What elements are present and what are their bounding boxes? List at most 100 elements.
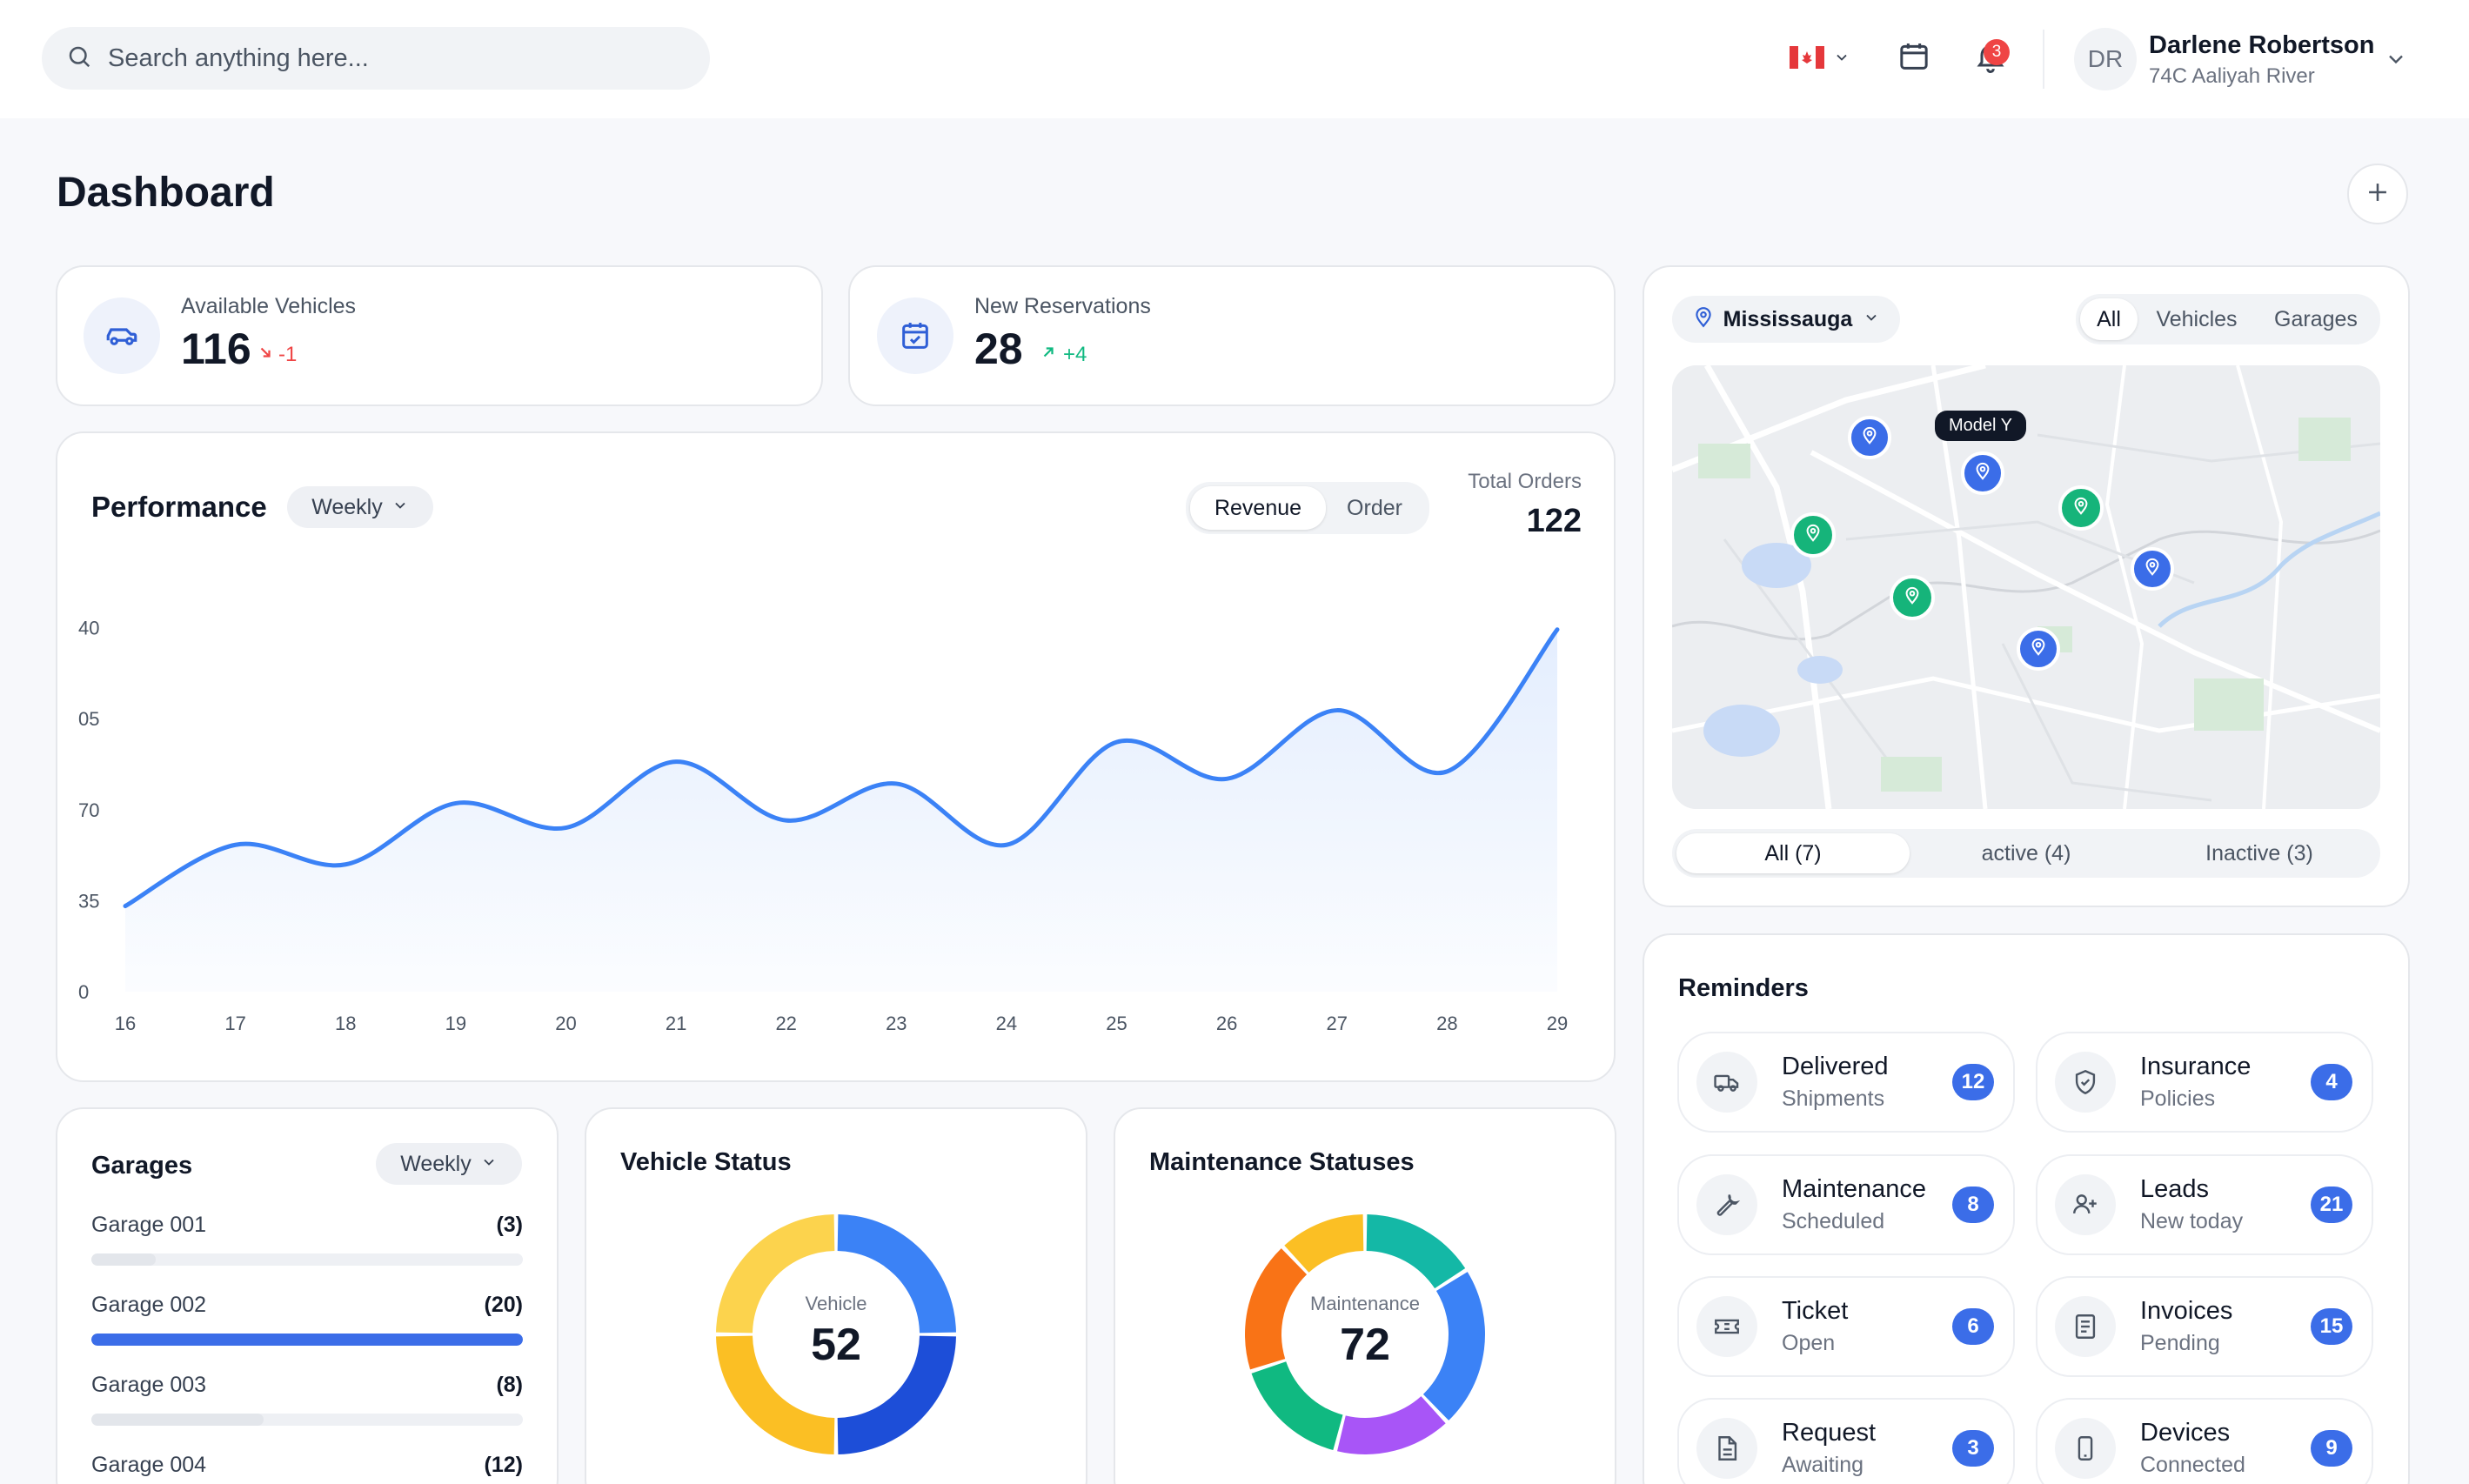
- search-input[interactable]: [108, 43, 682, 73]
- user-name: Darlene Robertson: [2149, 31, 2375, 59]
- garage-name: Garage 003: [91, 1373, 207, 1397]
- y-tick-label: 40: [78, 618, 99, 639]
- stat-value: 116: [181, 324, 251, 373]
- reminder-count: 8: [1952, 1187, 1994, 1223]
- arrow-up-right-icon: [1040, 344, 1056, 364]
- map-marker-garage[interactable]: [1890, 575, 1935, 620]
- map-marker-garage[interactable]: [2058, 485, 2104, 531]
- reminder-item-insurance[interactable]: Insurance Policies 4: [2036, 1032, 2373, 1133]
- x-tick-label: 20: [555, 1013, 576, 1034]
- user-plus-icon: [2055, 1174, 2116, 1235]
- reminders-title: Reminders: [1678, 974, 1809, 1002]
- garage-row: Garage 004 (12): [91, 1453, 523, 1484]
- tab-active-status[interactable]: active (4): [1981, 840, 2071, 866]
- reminder-item-devices[interactable]: Devices Connected 9: [2036, 1398, 2373, 1484]
- performance-chart: 0 35 70 05 40 16 17 18 19 20 21 22 23 24 25 26 27 28 29: [78, 618, 1568, 1035]
- reminder-subtitle: Awaiting: [1782, 1453, 1864, 1477]
- chevron-down-icon[interactable]: [2384, 47, 2408, 76]
- language-selector[interactable]: [1785, 42, 1855, 77]
- map-marker-vehicle[interactable]: [1848, 416, 1891, 459]
- donut-segment: [1284, 1214, 1364, 1273]
- reminder-title: Invoices: [2140, 1297, 2233, 1325]
- reminder-count: 9: [2311, 1430, 2352, 1467]
- donut-segment: [1337, 1396, 1446, 1454]
- map-pin-icon: [1860, 426, 1879, 450]
- stat-label: Available Vehicles: [181, 294, 357, 318]
- x-tick-label: 26: [1216, 1013, 1237, 1034]
- search-bar[interactable]: [42, 27, 710, 90]
- reminder-title: Ticket: [1782, 1297, 1849, 1325]
- reminder-item-maintenance[interactable]: Maintenance Scheduled 8: [1677, 1154, 2015, 1255]
- garage-name: Garage 001: [91, 1213, 207, 1237]
- donut-center-label: Maintenance: [1310, 1293, 1420, 1314]
- vehicle-status-title: Vehicle Status: [620, 1148, 792, 1176]
- x-tick-label: 16: [115, 1013, 136, 1034]
- vehicle-status-card: [585, 1107, 1087, 1484]
- stat-value: 28: [974, 324, 1023, 373]
- garage-bar: [91, 1334, 523, 1346]
- y-tick-label: 70: [78, 799, 99, 821]
- location-label: Mississauga: [1723, 306, 1853, 331]
- total-orders-value: 122: [1526, 503, 1582, 539]
- donut-segment: [837, 1335, 956, 1454]
- tab-all-status[interactable]: All (7): [1676, 833, 1910, 873]
- stat-delta: +4: [1063, 343, 1087, 366]
- chevron-down-icon: [391, 497, 409, 518]
- garage-bar-fill: [91, 1414, 264, 1426]
- search-icon: [66, 43, 92, 74]
- garage-count: (3): [496, 1213, 523, 1237]
- map-marker-garage[interactable]: [1790, 512, 1836, 558]
- tab-vehicles[interactable]: Vehicles: [2156, 306, 2238, 331]
- map-view[interactable]: [1672, 365, 2380, 809]
- arrow-down-right-icon: [258, 344, 273, 364]
- reminder-item-request[interactable]: Request Awaiting 3: [1677, 1398, 2015, 1484]
- map-pin-icon: [2029, 638, 2048, 661]
- donut-segment: [1366, 1214, 1466, 1289]
- reminder-item-invoices[interactable]: Invoices Pending 15: [2036, 1276, 2373, 1377]
- garage-bar: [91, 1253, 523, 1266]
- add-button[interactable]: [2347, 164, 2408, 224]
- location-dropdown[interactable]: Mississauga: [1672, 296, 1900, 343]
- garages-period-dropdown[interactable]: Weekly: [376, 1143, 522, 1185]
- maintenance-status-donut: [1245, 1214, 1485, 1454]
- tab-revenue[interactable]: Revenue: [1190, 486, 1326, 530]
- map-filter-tabs: All Vehicles Garages: [2076, 294, 2380, 344]
- map-pin-icon: [1903, 586, 1922, 610]
- performance-period-dropdown[interactable]: Weekly: [287, 486, 433, 528]
- wrench-icon: [1696, 1174, 1757, 1235]
- map-marker-vehicle[interactable]: [1961, 451, 2004, 495]
- tab-inactive-status[interactable]: Inactive (3): [2205, 840, 2313, 866]
- stat-card-available-vehicles: [56, 265, 823, 406]
- invoice-icon: [2055, 1296, 2116, 1357]
- reminder-subtitle: Policies: [2140, 1086, 2216, 1111]
- map-pin-icon: [2143, 558, 2162, 581]
- tab-all[interactable]: All: [2080, 298, 2138, 340]
- tab-order[interactable]: Order: [1347, 495, 1402, 520]
- reminder-count: 6: [1952, 1308, 1994, 1345]
- donut-segment: [1245, 1248, 1308, 1370]
- reminder-item-ticket[interactable]: Ticket Open 6: [1677, 1276, 2015, 1377]
- map-tooltip: Model Y: [1935, 411, 2027, 441]
- truck-icon: [1696, 1052, 1757, 1113]
- notification-badge: 3: [1984, 39, 2010, 65]
- chevron-down-icon: [1863, 309, 1880, 331]
- reminder-item-delivered[interactable]: Delivered Shipments 12: [1677, 1032, 2015, 1133]
- map-marker-vehicle[interactable]: [2131, 547, 2174, 591]
- garage-count: (8): [496, 1373, 523, 1397]
- map-pin-icon: [1973, 462, 1992, 485]
- donut-segment: [1251, 1361, 1343, 1451]
- reminder-item-leads[interactable]: Leads New today 21: [2036, 1154, 2373, 1255]
- calendar-button[interactable]: [1895, 39, 1933, 77]
- avatar[interactable]: DR: [2074, 28, 2137, 90]
- x-tick-label: 23: [886, 1013, 907, 1034]
- period-label: Weekly: [311, 494, 383, 519]
- map-streets: [1672, 365, 2380, 809]
- map-marker-vehicle[interactable]: [2017, 627, 2060, 671]
- tab-garages[interactable]: Garages: [2274, 306, 2358, 331]
- x-tick-label: 29: [1547, 1013, 1568, 1034]
- performance-title: Performance: [91, 491, 267, 523]
- x-tick-label: 17: [224, 1013, 245, 1034]
- garage-count: (12): [484, 1453, 523, 1477]
- calendar-icon: [1897, 39, 1931, 78]
- stat-card-new-reservations: [848, 265, 1616, 406]
